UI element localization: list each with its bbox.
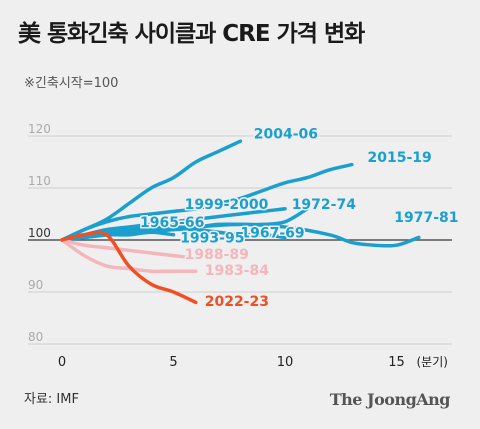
series-line-1977-81 (60, 222, 421, 248)
y-tick-label: 80 (28, 330, 43, 344)
series-line-1988-89 (60, 238, 198, 260)
x-tick-label: 15 (388, 355, 405, 370)
series-label-1983-84: 1983-84 (205, 263, 270, 279)
source-note: 자료: IMF (24, 392, 79, 407)
series-line-1983-84 (60, 238, 198, 274)
chart-title: 美 통화긴축 사이클과 CRE 가격 변화 (18, 21, 365, 47)
series-label-1993-95: 1993-95 (180, 231, 244, 247)
series-label-2015-19: 2015-19 (368, 150, 432, 166)
x-unit-label: (분기) (417, 355, 448, 369)
y-tick-label: 90 (28, 278, 43, 292)
line-layer (60, 139, 421, 305)
y-tick-label: 100 (28, 226, 51, 240)
label-layer: 2004-06 2015-19 1999-2000 1972-74 1965-66 196… (139, 125, 460, 311)
x-tick-label: 0 (58, 355, 66, 370)
tick-layer: 80 90 100 110 120 0 5 10 15 (분기) (28, 122, 448, 370)
series-label-2004-06: 2004-06 (254, 127, 318, 143)
series-label-2022-23: 2022-23 (205, 294, 269, 310)
series-label-1999-2000: 1999-2000 (185, 197, 269, 213)
series-label-1967-69: 1967-69 (240, 225, 304, 241)
series-label-1965-66: 1965-66 (140, 215, 204, 231)
grid-layer (28, 135, 452, 345)
series-label-1988-89: 1988-89 (185, 247, 249, 263)
publisher-logo: The JoongAng (329, 390, 451, 409)
chart-subtitle: ※긴축시작=100 (24, 76, 119, 91)
y-tick-label: 110 (28, 174, 51, 188)
y-tick-label: 120 (28, 122, 51, 136)
x-tick-label: 5 (169, 355, 177, 370)
x-tick-label: 10 (277, 355, 294, 370)
series-line-2022-23 (60, 230, 198, 305)
series-label-1977-81: 1977-81 (394, 210, 458, 226)
series-line-2015-19 (60, 162, 354, 242)
series-label-1972-74: 1972-74 (292, 197, 357, 213)
